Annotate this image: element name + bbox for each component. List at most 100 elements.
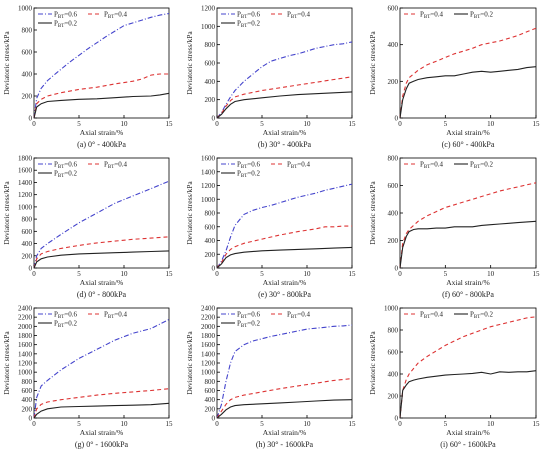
legend-subscript: BT [291, 315, 297, 320]
x-tick-label: 0 [215, 420, 219, 428]
legend-label: PBT=0.4 [287, 161, 310, 171]
legend-value: =0.2 [247, 170, 260, 178]
y-tick-label: 1000 [201, 23, 216, 31]
legend-subscript: BT [241, 24, 247, 29]
series-line-p02 [399, 220, 537, 269]
series-line-p02 [33, 92, 170, 119]
panel-caption: (a) 0° - 400kPa [77, 140, 126, 149]
legend-prefix: P [420, 311, 424, 319]
x-tick-label: 15 [349, 120, 357, 128]
legend-subscript: BT [474, 315, 480, 320]
x-tick-label: 0 [215, 120, 219, 128]
legend-label: PBT=0.2 [54, 20, 77, 30]
y-tick-label: 800 [388, 327, 399, 335]
y-tick-label: 1200 [18, 191, 33, 199]
series-line-p02 [216, 91, 353, 119]
y-tick-label: 2000 [18, 323, 33, 331]
x-tick-label: 15 [533, 420, 541, 428]
y-tick-label: 1600 [18, 341, 33, 349]
panel-caption: (i) 60° - 1600kPa [440, 440, 496, 449]
legend-prefix: P [54, 20, 58, 28]
x-tick-label: 10 [487, 420, 495, 428]
series-line-p04 [399, 182, 537, 269]
y-tick-label: 400 [388, 210, 399, 218]
chart-svg: 0 200 400 600 800 1000 0 5 10 15 Axial strain/% Dev… [2, 5, 173, 150]
legend-prefix: P [237, 320, 241, 328]
y-tick-label: 1400 [18, 350, 33, 358]
x-tick-label: 5 [77, 270, 81, 278]
x-tick-label: 5 [77, 420, 81, 428]
panel-caption: (d) 0° - 800kPa [77, 290, 127, 299]
legend-value: =0.4 [114, 11, 127, 19]
series-line-p06 [33, 180, 170, 269]
y-tick-label: 200 [205, 405, 216, 413]
x-tick-label: 5 [77, 120, 81, 128]
x-axis-label: Axial strain/% [80, 278, 124, 287]
legend-label: PBT=0.6 [237, 311, 260, 321]
x-tick-label: 5 [444, 270, 448, 278]
y-tick-label: 600 [388, 349, 399, 357]
plot-frame [33, 7, 170, 119]
y-tick-label: 800 [205, 210, 216, 218]
x-tick-label: 10 [304, 420, 312, 428]
y-tick-label: 1600 [201, 341, 216, 349]
panel-a: 0 200 400 600 800 1000 0 5 10 15 Axial strain/% Dev… [0, 0, 183, 150]
panel-caption: (c) 60° - 400kPa [442, 140, 495, 149]
chart-svg: 0 200 400 600 800 1000 0 5 10 15 Axial strain/% Dev… [368, 305, 541, 450]
panel-caption: (b) 30° - 400kPa [258, 140, 312, 149]
y-tick-label: 0 [395, 265, 399, 273]
y-axis-label: Deviatoric stress/kPa [185, 31, 194, 95]
y-tick-label: 1600 [201, 155, 216, 163]
series-line-p06 [33, 319, 170, 419]
y-tick-label: 400 [22, 240, 33, 248]
y-tick-label: 1400 [18, 179, 33, 187]
legend-value: =0.4 [430, 161, 443, 169]
legend-subscript: BT [58, 174, 64, 179]
y-tick-label: 400 [388, 41, 399, 49]
legend-subscript: BT [424, 315, 430, 320]
x-tick-label: 0 [32, 120, 36, 128]
legend-value: =0.6 [64, 161, 77, 169]
x-tick-label: 0 [398, 420, 402, 428]
series-line-p02 [33, 250, 170, 269]
chart-svg: 0 200 400 600 800 1000 1200 1400 1600 1800 0 5 10 15 A… [2, 155, 173, 300]
legend-label: PBT=0.4 [104, 161, 127, 171]
y-tick-label: 1000 [18, 5, 33, 13]
chart-svg: 0 200 400 600 0 5 10 15 Axial strain/% Deviatoric… [368, 5, 541, 150]
x-axis-label: Axial strain/% [263, 278, 307, 287]
y-tick-label: 0 [212, 115, 216, 123]
y-tick-label: 1400 [201, 350, 216, 358]
x-tick-label: 15 [533, 120, 541, 128]
legend-prefix: P [104, 311, 108, 319]
y-tick-label: 200 [22, 252, 33, 260]
y-tick-label: 200 [22, 405, 33, 413]
legend-value: =0.2 [64, 170, 77, 178]
y-tick-label: 600 [22, 387, 33, 395]
x-tick-label: 10 [304, 270, 312, 278]
panel-e: 0 200 400 600 800 1000 1200 1400 1600 0 5 10 15 Axial… [183, 150, 366, 300]
legend-subscript: BT [291, 165, 297, 170]
series-line-p02 [216, 399, 353, 419]
legend-prefix: P [420, 161, 424, 169]
x-tick-label: 5 [260, 420, 264, 428]
x-tick-label: 5 [260, 120, 264, 128]
legend-label: PBT=0.6 [54, 11, 77, 21]
legend-subscript: BT [241, 315, 247, 320]
legend-subscript: BT [291, 15, 297, 20]
y-tick-label: 1800 [18, 155, 33, 163]
x-axis-label: Axial strain/% [80, 128, 124, 137]
x-tick-label: 10 [304, 120, 312, 128]
legend-subscript: BT [108, 165, 114, 170]
plot-frame [399, 157, 537, 269]
legend-value: =0.2 [480, 11, 493, 19]
y-tick-label: 400 [388, 371, 399, 379]
y-tick-label: 1200 [18, 360, 33, 368]
y-axis-label: Deviatoric stress/kPa [368, 31, 377, 95]
y-tick-label: 400 [205, 78, 216, 86]
panel-caption: (e) 30° - 800kPa [258, 290, 311, 299]
legend-subscript: BT [58, 24, 64, 29]
series-line-p06 [216, 41, 353, 119]
legend-subscript: BT [58, 324, 64, 329]
